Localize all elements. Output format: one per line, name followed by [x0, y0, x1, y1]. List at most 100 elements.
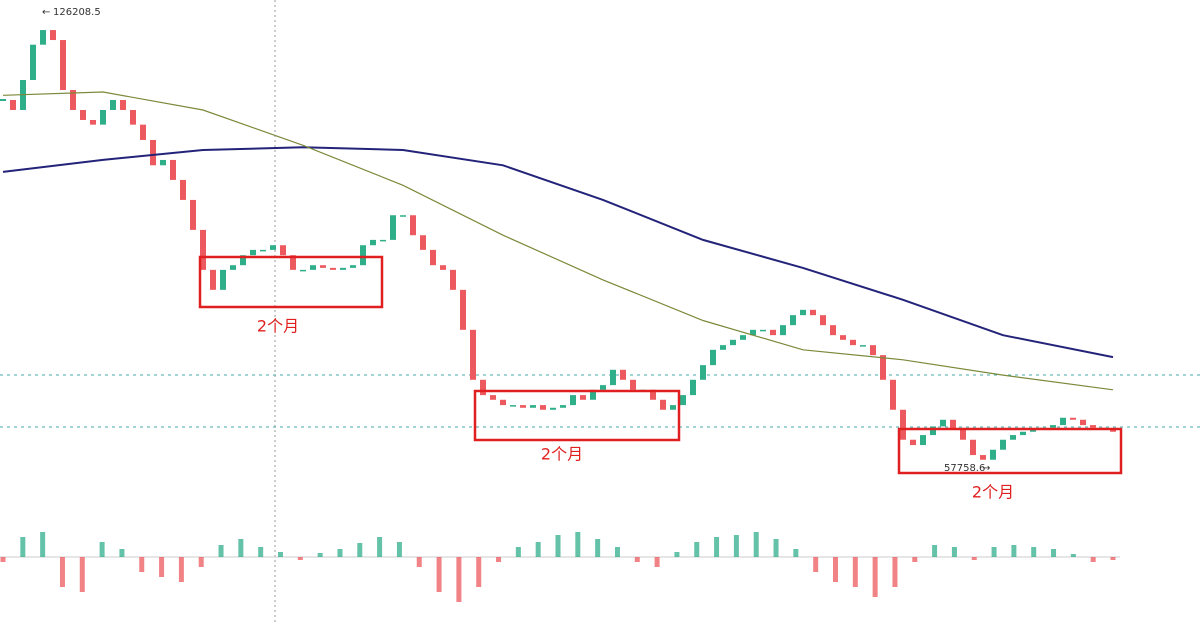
- candle: [520, 405, 526, 408]
- candle: [610, 369, 616, 386]
- candle: [1060, 417, 1066, 426]
- macd-bar: [813, 557, 819, 572]
- candle: [110, 99, 116, 110]
- candle: [60, 40, 66, 90]
- candle: [870, 345, 876, 356]
- macd-bar: [654, 557, 660, 567]
- macd-bar: [278, 552, 283, 557]
- candle: [630, 379, 636, 390]
- macd-bar: [535, 542, 541, 557]
- candle: [890, 379, 896, 410]
- candle: [720, 345, 726, 350]
- candle: [660, 399, 666, 410]
- candle: [560, 405, 566, 408]
- macd-bar: [833, 557, 838, 582]
- macd-bar: [872, 557, 878, 597]
- marks: [0, 30, 1116, 602]
- candle: [810, 309, 816, 316]
- candle: [820, 315, 826, 326]
- macd-bar: [733, 535, 739, 557]
- candle: [210, 269, 216, 290]
- macd-bar: [337, 549, 343, 557]
- candle: [130, 109, 136, 125]
- candle: [1050, 425, 1056, 428]
- candle: [510, 405, 516, 407]
- candle: [700, 365, 706, 380]
- candle: [480, 379, 486, 396]
- candle: [180, 179, 186, 200]
- macd-bar: [1031, 547, 1037, 557]
- candle: [200, 229, 206, 270]
- candle: [220, 269, 226, 290]
- macd-bar: [614, 547, 620, 557]
- candle: [950, 419, 956, 430]
- macd-bar: [912, 557, 918, 562]
- candle: [570, 395, 576, 406]
- macd-bar: [258, 547, 264, 557]
- candle: [430, 249, 436, 266]
- candle: [470, 329, 476, 380]
- candle: [590, 389, 596, 400]
- candle: [290, 255, 296, 270]
- candle: [300, 269, 306, 272]
- candle: [1030, 429, 1036, 432]
- macd-bar: [159, 557, 165, 577]
- annotation: 2个月: [257, 317, 299, 336]
- macd-bar: [1110, 557, 1116, 560]
- candle: [970, 439, 976, 456]
- candle: [80, 109, 86, 120]
- macd-bar: [416, 557, 422, 567]
- macd-bar: [1051, 549, 1057, 557]
- candle: [370, 239, 376, 246]
- candle: [310, 265, 316, 270]
- candle: [940, 419, 946, 427]
- macd-bar: [753, 532, 759, 557]
- candle: [800, 309, 806, 316]
- macd-bar: [456, 557, 462, 602]
- macd-bar: [1090, 557, 1096, 562]
- candle: [320, 265, 326, 268]
- candle: [490, 395, 496, 400]
- macd-bar: [991, 547, 997, 557]
- candle: [420, 235, 426, 250]
- candle: [850, 339, 856, 346]
- candle: [230, 265, 236, 270]
- candle: [690, 379, 696, 396]
- candle: [270, 245, 276, 250]
- macd-bar: [515, 547, 521, 557]
- candle: [340, 267, 346, 270]
- moving-average: [2, 146, 1114, 359]
- moving-average: [2, 91, 1114, 391]
- candle: [840, 335, 846, 340]
- candle: [260, 249, 266, 252]
- candle: [400, 215, 406, 217]
- candle: [440, 265, 446, 270]
- macd-bar: [297, 557, 303, 560]
- macd-bar: [59, 557, 65, 587]
- range-box: [897, 427, 1123, 475]
- candle: [620, 369, 626, 380]
- candle: [600, 385, 606, 390]
- candle: [30, 44, 36, 81]
- candle: [1070, 417, 1076, 420]
- candle: [500, 399, 506, 406]
- macd-bar: [634, 557, 640, 562]
- low-label: 57758.6: [944, 463, 985, 474]
- candle: [100, 109, 106, 125]
- macd-bar: [20, 537, 26, 557]
- candle: [880, 355, 886, 380]
- macd-bar: [1011, 545, 1017, 557]
- macd-bar: [238, 539, 244, 557]
- macd-bar: [0, 557, 6, 562]
- macd-bar: [773, 539, 779, 557]
- candle: [540, 405, 546, 410]
- candle: [550, 407, 556, 410]
- macd-bar: [555, 535, 561, 557]
- macd-bar: [1070, 554, 1076, 557]
- macd-bar: [852, 557, 858, 587]
- macd-bar: [892, 557, 898, 587]
- candle: [580, 395, 586, 400]
- candle: [70, 89, 76, 110]
- candle: [1020, 431, 1026, 436]
